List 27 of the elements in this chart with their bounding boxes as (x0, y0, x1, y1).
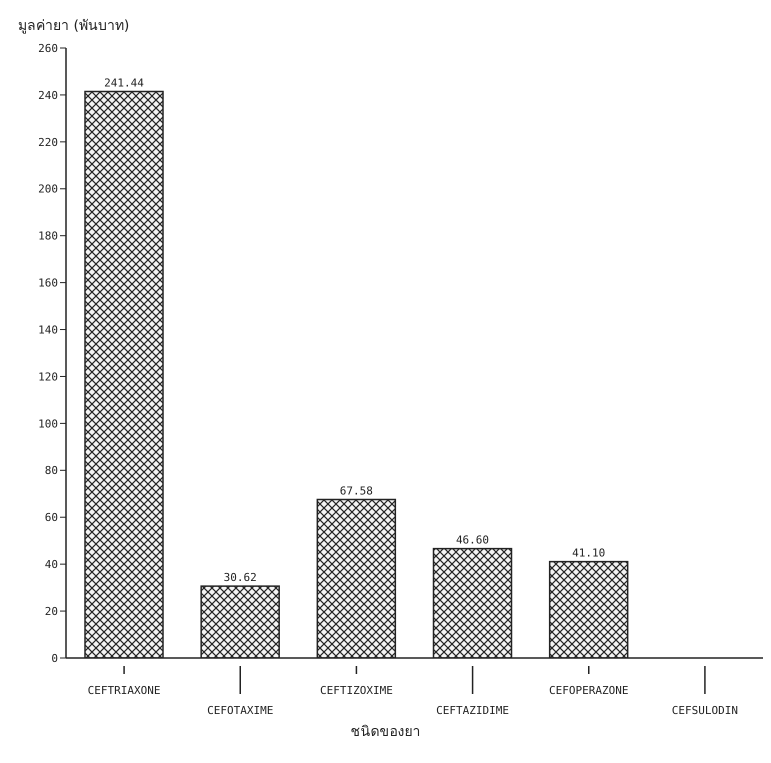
y-tick-label: 120 (38, 370, 58, 384)
data-label: 30.62 (224, 571, 257, 584)
x-tick-label: CEFOPERAZONE (549, 684, 628, 697)
y-tick-label: 220 (38, 136, 58, 149)
y-tick-label: 60 (44, 511, 58, 524)
y-tick-label: 80 (44, 464, 58, 478)
y-tick-label: 260 (38, 42, 58, 55)
y-tick-label: 240 (38, 88, 58, 102)
x-tick-label: CEFTIZOXIME (320, 684, 393, 697)
y-tick-label: 0 (51, 652, 58, 665)
data-label: 41.10 (572, 546, 606, 560)
x-tick-label: CEFTAZIDIME (436, 704, 510, 717)
y-tick-label: 20 (44, 604, 58, 618)
y-tick-label: 200 (38, 182, 58, 196)
y-tick-label: 160 (38, 276, 58, 290)
data-label: 46.60 (456, 534, 490, 547)
y-tick-label: 180 (38, 230, 58, 243)
x-tick-label: CEFOTAXIME (207, 704, 274, 717)
data-label: 67.58 (340, 484, 373, 498)
y-tick-label: 100 (38, 417, 58, 430)
y-tick-label: 40 (44, 558, 58, 572)
x-axis-title: ชนิดของยา (350, 723, 422, 742)
x-tick-label: CEFSULODIN (672, 704, 738, 717)
y-tick-label: 140 (38, 323, 58, 336)
y-axis-title: มูลค่ายา (พันบาท) (18, 17, 130, 36)
x-tick-label: CEFTRIAXONE (88, 684, 161, 697)
data-label: 241.44 (104, 76, 144, 90)
